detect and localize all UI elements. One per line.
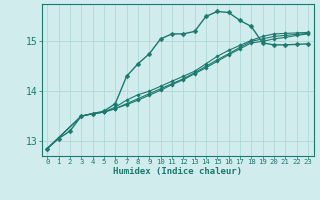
X-axis label: Humidex (Indice chaleur): Humidex (Indice chaleur) [113,167,242,176]
